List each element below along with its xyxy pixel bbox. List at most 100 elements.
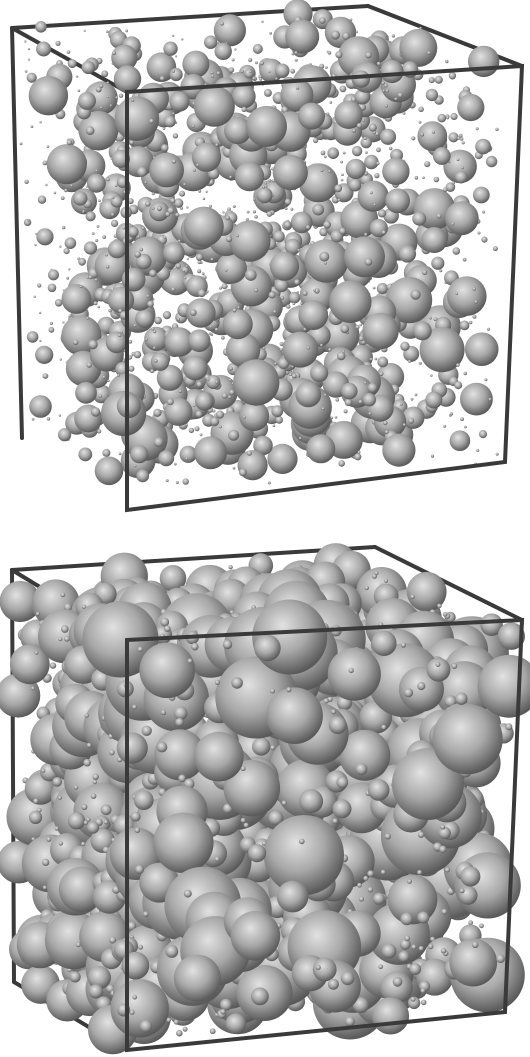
sphere bbox=[331, 30, 340, 39]
sphere bbox=[231, 911, 281, 961]
sphere bbox=[431, 257, 444, 270]
sphere bbox=[31, 125, 34, 128]
sphere bbox=[172, 159, 177, 164]
sphere bbox=[300, 302, 303, 305]
sphere bbox=[411, 945, 416, 950]
sphere bbox=[410, 595, 415, 600]
sphere bbox=[228, 430, 239, 441]
sphere bbox=[223, 640, 232, 649]
sphere bbox=[41, 769, 45, 773]
sphere bbox=[249, 70, 252, 73]
sphere bbox=[435, 76, 443, 84]
sphere bbox=[372, 997, 409, 1034]
body: (() => { const data = JSON.parse(documen… bbox=[0, 0, 530, 1057]
sphere bbox=[47, 417, 50, 420]
sphere bbox=[374, 173, 379, 178]
sphere bbox=[136, 470, 149, 483]
sphere bbox=[85, 713, 89, 717]
sphere bbox=[473, 287, 476, 290]
sphere bbox=[295, 51, 298, 54]
sphere bbox=[182, 51, 209, 78]
sphere bbox=[345, 398, 353, 406]
sphere bbox=[144, 327, 168, 351]
sphere bbox=[365, 151, 368, 154]
sphere bbox=[243, 416, 246, 419]
sphere bbox=[153, 409, 161, 417]
sphere bbox=[362, 313, 398, 349]
sphere bbox=[236, 234, 239, 237]
sphere bbox=[195, 392, 213, 410]
sphere bbox=[474, 300, 477, 303]
sphere bbox=[358, 181, 389, 212]
sphere bbox=[404, 688, 413, 697]
sphere bbox=[419, 946, 424, 951]
sphere bbox=[348, 178, 361, 191]
sphere bbox=[183, 1027, 188, 1032]
sphere bbox=[421, 1000, 427, 1006]
sphere bbox=[377, 357, 388, 368]
sphere bbox=[81, 804, 87, 810]
sphere bbox=[145, 338, 148, 341]
sphere bbox=[151, 353, 169, 371]
sphere bbox=[394, 98, 397, 101]
sphere bbox=[407, 879, 412, 884]
sphere bbox=[475, 139, 491, 155]
sphere bbox=[164, 625, 171, 632]
sphere bbox=[412, 212, 426, 226]
sphere bbox=[52, 777, 62, 787]
sphere bbox=[462, 141, 465, 144]
sphere bbox=[353, 70, 370, 87]
sphere bbox=[381, 870, 386, 875]
sphere bbox=[380, 60, 403, 83]
sphere bbox=[73, 340, 79, 346]
sphere bbox=[103, 376, 106, 379]
sphere bbox=[356, 31, 358, 33]
sphere bbox=[443, 187, 448, 192]
sphere bbox=[83, 759, 91, 767]
sphere bbox=[465, 332, 499, 366]
sphere bbox=[482, 211, 485, 214]
sphere bbox=[270, 252, 299, 281]
sphere bbox=[393, 977, 403, 987]
sphere bbox=[460, 383, 493, 416]
sphere bbox=[377, 283, 388, 294]
sphere bbox=[421, 227, 447, 253]
sphere bbox=[87, 276, 90, 279]
sphere bbox=[139, 248, 143, 252]
sphere bbox=[246, 106, 287, 147]
sphere bbox=[450, 430, 471, 451]
sphere bbox=[450, 412, 453, 415]
sphere bbox=[457, 94, 484, 121]
sphere bbox=[120, 331, 123, 334]
sphere bbox=[229, 220, 270, 261]
sphere bbox=[344, 236, 385, 277]
sphere bbox=[151, 327, 154, 330]
sphere bbox=[36, 42, 51, 57]
sphere bbox=[211, 258, 214, 261]
sphere bbox=[144, 181, 147, 184]
sphere bbox=[363, 876, 368, 881]
sphere bbox=[78, 92, 96, 110]
sphere bbox=[451, 222, 454, 225]
sphere bbox=[112, 51, 116, 55]
sphere bbox=[219, 287, 222, 290]
sphere bbox=[86, 126, 95, 135]
sphere bbox=[324, 262, 327, 265]
sphere bbox=[381, 725, 386, 730]
sphere bbox=[333, 799, 352, 818]
sphere bbox=[130, 224, 132, 226]
sphere bbox=[149, 201, 169, 221]
sphere bbox=[196, 254, 203, 261]
sphere bbox=[298, 103, 325, 130]
sphere bbox=[95, 169, 98, 172]
sphere bbox=[232, 58, 235, 61]
spheres bbox=[0, 543, 530, 1054]
sphere bbox=[435, 662, 440, 667]
sphere bbox=[178, 775, 186, 783]
sphere bbox=[157, 742, 168, 753]
sphere bbox=[215, 328, 219, 332]
sphere bbox=[400, 342, 409, 351]
sphere bbox=[109, 750, 115, 756]
sphere bbox=[321, 151, 326, 156]
sphere bbox=[306, 434, 335, 463]
